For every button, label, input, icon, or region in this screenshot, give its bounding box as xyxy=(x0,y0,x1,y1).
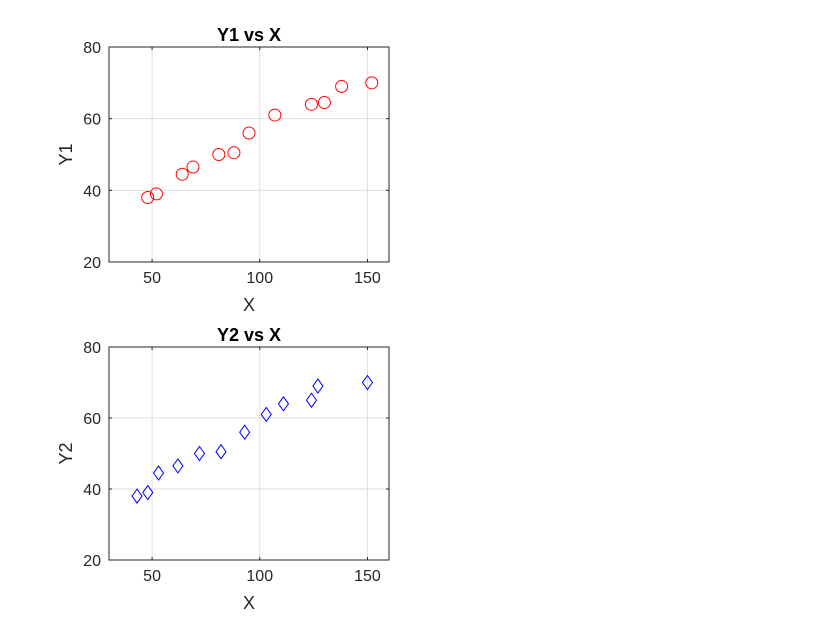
data-point-circle xyxy=(304,97,318,111)
data-point-circle xyxy=(365,76,379,90)
axes-box xyxy=(108,46,390,263)
y-tick-label: 60 xyxy=(83,112,101,129)
x-tick-label: 100 xyxy=(246,270,273,287)
plot-area xyxy=(109,347,389,560)
y-axis-label: Y2 xyxy=(56,442,76,464)
data-point-diamond xyxy=(277,395,290,412)
x-tick-label: 150 xyxy=(354,568,381,585)
data-point-circle xyxy=(186,160,200,174)
data-point-diamond xyxy=(193,445,206,462)
y-tick-label: 80 xyxy=(83,40,101,57)
data-point-circle xyxy=(317,96,331,110)
y-tick-label: 20 xyxy=(83,553,101,570)
data-point-circle xyxy=(335,79,349,93)
y-tick-label: 20 xyxy=(83,255,101,272)
y-tick-label: 80 xyxy=(83,340,101,357)
data-point-diamond xyxy=(142,484,154,501)
x-axis-label: X xyxy=(243,295,255,315)
chart-title: Y2 vs X xyxy=(217,325,281,345)
data-point-circle xyxy=(242,126,256,140)
data-point-circle xyxy=(141,191,155,204)
data-point-diamond xyxy=(239,424,251,441)
plot-area xyxy=(109,47,389,262)
data-point-diamond xyxy=(361,374,374,391)
data-point-circle xyxy=(175,167,189,181)
data-point-diamond xyxy=(260,406,272,423)
data-point-circle xyxy=(212,148,226,161)
x-tick-label: 150 xyxy=(354,270,381,287)
data-point-diamond xyxy=(172,458,184,474)
y-axis-label: Y1 xyxy=(56,143,76,165)
data-point-circle xyxy=(227,146,241,160)
data-point-diamond xyxy=(131,488,143,504)
x-tick-label: 50 xyxy=(143,568,161,585)
data-point-diamond xyxy=(152,465,165,481)
x-tick-label: 50 xyxy=(143,270,161,287)
data-point-circle xyxy=(149,187,163,201)
data-point-diamond xyxy=(312,378,324,394)
axes-1: 50 100 150 20 40 60 80 Y1 vs X X Y1 xyxy=(56,25,390,315)
x-tick-label: 100 xyxy=(246,568,273,585)
data-point-diamond xyxy=(305,392,318,409)
x-axis-label: X xyxy=(243,593,255,613)
y-tick-label: 40 xyxy=(83,183,101,200)
y-tick-label: 60 xyxy=(83,411,101,428)
chart-title: Y1 vs X xyxy=(217,25,281,45)
data-point-circle xyxy=(268,108,282,122)
axes-box xyxy=(108,346,390,561)
y-tick-label: 40 xyxy=(83,482,101,499)
axes-2: 50 100 150 20 40 60 80 Y2 vs X X Y2 xyxy=(56,325,390,613)
data-point-diamond xyxy=(215,443,227,460)
